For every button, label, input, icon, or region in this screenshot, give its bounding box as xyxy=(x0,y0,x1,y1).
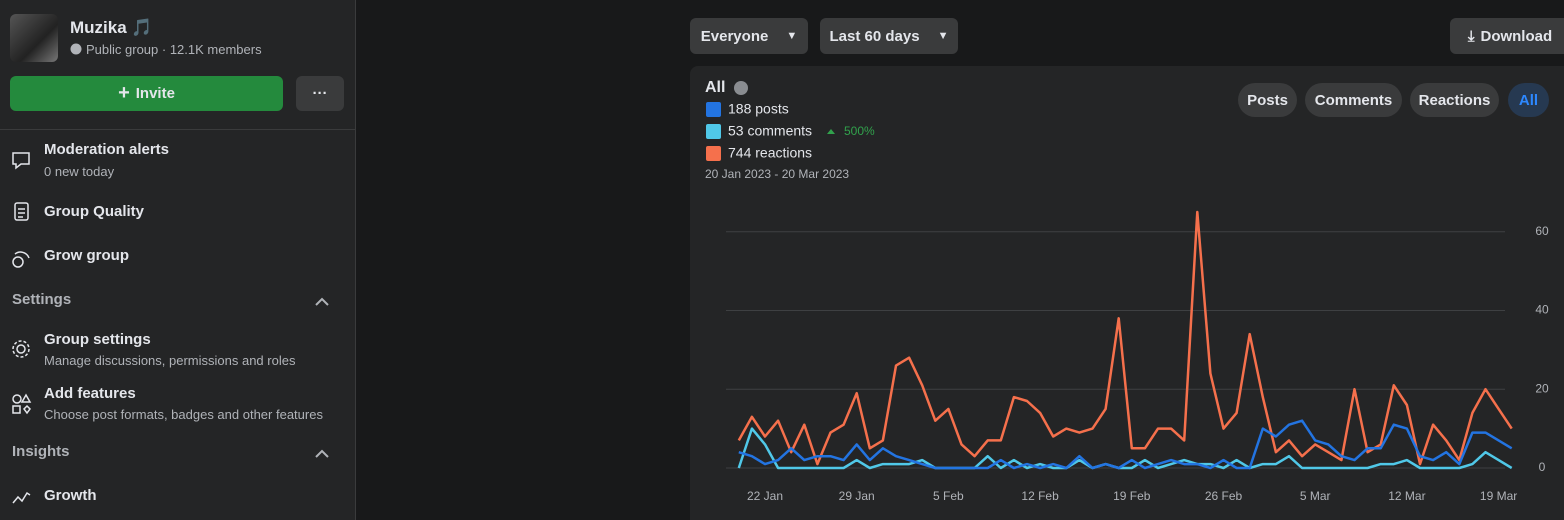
chart-panel xyxy=(690,66,1564,520)
legend-swatch xyxy=(706,124,721,139)
x-tick-label: 22 Jan xyxy=(747,489,783,503)
sidebar: Muzika 🎵 Public group · 12.1K members + I… xyxy=(0,0,356,520)
legend-label: 53 comments xyxy=(728,123,812,139)
legend-label: 188 posts xyxy=(728,101,789,117)
menu-item[interactable]: Group Quality xyxy=(44,203,145,220)
chart-tab[interactable]: All xyxy=(1508,83,1549,117)
y-tick-label: 40 xyxy=(1535,303,1549,317)
x-tick-label: 12 Feb xyxy=(1021,489,1059,503)
change-arrow xyxy=(827,129,835,134)
x-tick-label: 12 Mar xyxy=(1388,489,1425,503)
menu-item[interactable]: Add features xyxy=(44,385,136,402)
audience-filter[interactable]: Everyone ▼ xyxy=(690,18,808,54)
x-tick-label: 29 Jan xyxy=(839,489,875,503)
x-tick-label: 19 Mar xyxy=(1480,489,1517,503)
legend-swatch xyxy=(706,102,721,117)
y-tick-label: 0 xyxy=(1539,460,1546,474)
section-header[interactable]: Settings xyxy=(12,291,72,308)
y-tick-label: 20 xyxy=(1535,381,1549,395)
info-icon[interactable] xyxy=(734,81,748,95)
series-line xyxy=(737,427,1513,470)
group-name[interactable]: Muzika 🎵 xyxy=(70,18,153,37)
x-tick-label: 5 Feb xyxy=(933,489,964,503)
chart: All 20 Jan 2023 - 20 Mar 2023 0 20 40 60 22 … xyxy=(705,79,1549,503)
series-line xyxy=(738,419,1513,470)
group-avatar[interactable] xyxy=(10,14,58,62)
range-filter[interactable]: Last 60 days ▼ xyxy=(820,18,958,54)
legend-label: 744 reactions xyxy=(728,145,812,161)
y-tick-label: 60 xyxy=(1535,224,1549,238)
x-tick-label: 19 Feb xyxy=(1113,489,1151,503)
range-label: Last 60 days xyxy=(829,27,920,45)
sidebar-icons xyxy=(12,152,329,504)
menu-item[interactable]: Grow group xyxy=(44,247,129,264)
panel-title: All xyxy=(705,79,725,96)
invite-button[interactable]: + Invite xyxy=(10,76,283,111)
series-line xyxy=(737,210,1513,466)
chart-tab[interactable]: Reactions xyxy=(1410,83,1499,117)
download-label: Download xyxy=(1480,27,1553,45)
globe-icon xyxy=(70,43,82,55)
audience-label: Everyone xyxy=(700,27,769,45)
chart-tab[interactable]: Comments xyxy=(1305,83,1402,117)
divider xyxy=(0,129,355,130)
more-button[interactable]: ··· xyxy=(296,76,344,111)
menu-item-subtitle: 0 new today xyxy=(44,164,115,179)
download-button[interactable]: ⤓ Download xyxy=(1450,18,1564,54)
legend-swatch xyxy=(706,146,721,161)
comments-change: 500% xyxy=(844,124,875,138)
section-header[interactable]: Insights xyxy=(12,443,70,460)
chart-tab[interactable]: Posts xyxy=(1238,83,1297,117)
date-range: 20 Jan 2023 - 20 Mar 2023 xyxy=(705,167,849,181)
x-tick-label: 5 Mar xyxy=(1300,489,1331,503)
menu-item[interactable]: Group settings xyxy=(44,331,151,348)
menu-item[interactable]: Growth xyxy=(44,487,97,504)
x-tick-label: 26 Feb xyxy=(1205,489,1243,503)
menu-item-subtitle: Manage discussions, permissions and role… xyxy=(44,353,296,368)
invite-label: Invite xyxy=(135,85,175,102)
menu-item[interactable]: Moderation alerts xyxy=(44,141,170,158)
menu-item-subtitle: Choose post formats, badges and other fe… xyxy=(44,407,323,422)
group-meta: Public group · 12.1K members xyxy=(86,42,262,57)
